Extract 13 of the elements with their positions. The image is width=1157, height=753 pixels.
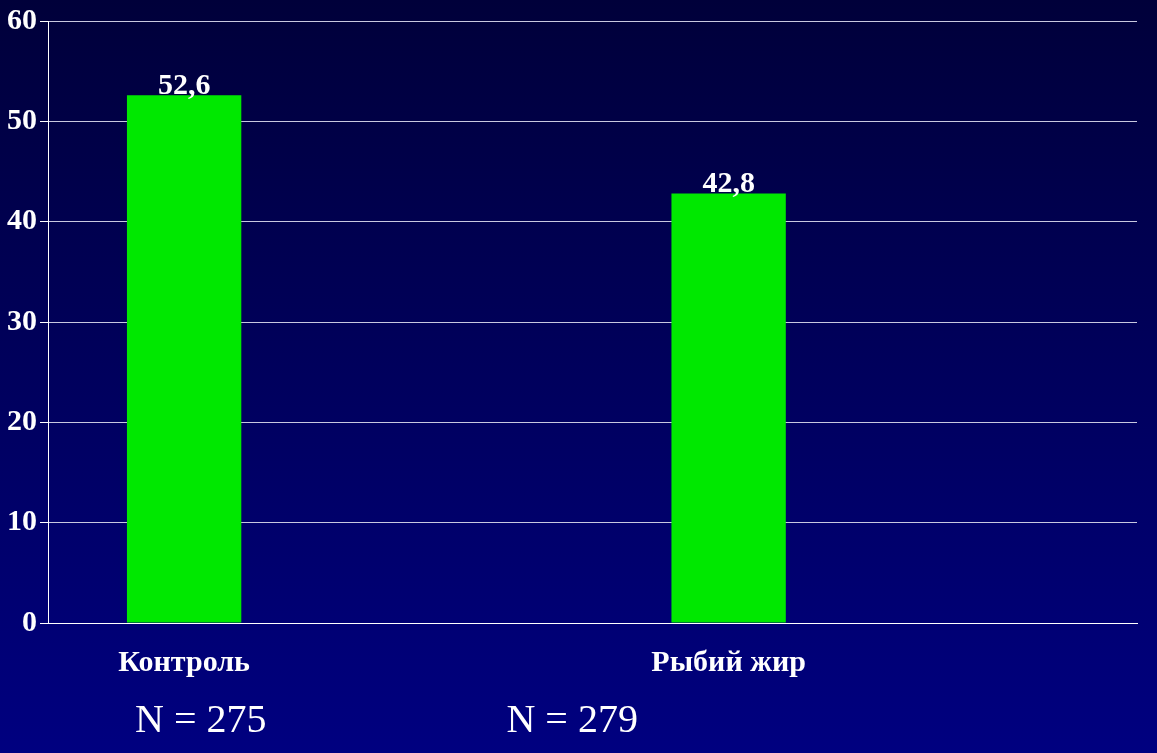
- y-tick-label: 30: [7, 302, 37, 336]
- data-label: 52,6: [157, 67, 211, 100]
- y-tick-label: 60: [7, 1, 37, 35]
- x-tick-label: Контроль: [118, 643, 251, 677]
- y-tick-label: 50: [7, 102, 37, 136]
- y-tick-label: 20: [7, 403, 37, 437]
- text: N = 275: [135, 695, 267, 742]
- y-tick-label: 40: [7, 202, 37, 236]
- data-label: 42,8: [702, 165, 755, 199]
- y-tick-label: 10: [7, 503, 37, 537]
- x-tick-label: Рыбий жир: [651, 643, 806, 677]
- y-tick-label: 0: [22, 603, 37, 637]
- text: N = 279: [506, 695, 638, 742]
